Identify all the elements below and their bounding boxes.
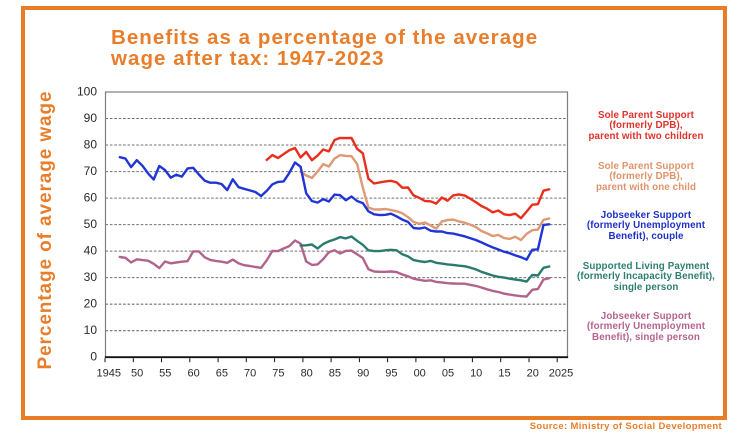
svg-text:10: 10 (470, 368, 482, 380)
svg-text:15: 15 (498, 368, 510, 380)
svg-text:00: 00 (414, 368, 426, 380)
svg-text:05: 05 (442, 368, 454, 380)
svg-text:20: 20 (527, 368, 539, 380)
svg-text:1945: 1945 (97, 368, 121, 380)
svg-text:10: 10 (84, 323, 98, 337)
svg-text:50: 50 (131, 368, 143, 380)
svg-text:90: 90 (357, 368, 369, 380)
svg-text:40: 40 (84, 244, 98, 258)
svg-text:2025: 2025 (549, 368, 573, 380)
svg-text:70: 70 (244, 368, 256, 380)
svg-text:65: 65 (216, 368, 228, 380)
svg-text:100: 100 (77, 84, 97, 98)
svg-text:30: 30 (84, 270, 98, 284)
svg-text:50: 50 (84, 217, 98, 231)
svg-text:90: 90 (84, 111, 98, 125)
svg-text:95: 95 (385, 368, 397, 380)
svg-text:80: 80 (301, 368, 313, 380)
svg-text:80: 80 (84, 137, 98, 151)
svg-text:60: 60 (187, 368, 199, 380)
svg-text:0: 0 (90, 350, 97, 364)
svg-text:55: 55 (159, 368, 171, 380)
svg-text:75: 75 (272, 368, 284, 380)
svg-text:85: 85 (329, 368, 341, 380)
svg-text:60: 60 (84, 191, 98, 205)
svg-text:20: 20 (84, 297, 98, 311)
svg-text:70: 70 (84, 164, 98, 178)
